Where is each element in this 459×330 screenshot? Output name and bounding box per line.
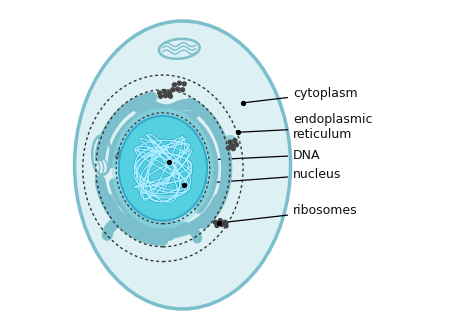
Circle shape xyxy=(117,153,120,157)
Circle shape xyxy=(218,219,222,223)
Circle shape xyxy=(229,144,233,147)
Ellipse shape xyxy=(158,39,199,59)
Circle shape xyxy=(175,87,179,91)
Ellipse shape xyxy=(74,21,290,309)
Circle shape xyxy=(158,94,162,98)
Text: cytoplasm: cytoplasm xyxy=(245,86,357,103)
Text: endoplasmic
reticulum: endoplasmic reticulum xyxy=(241,114,372,141)
Circle shape xyxy=(115,155,119,159)
Text: DNA: DNA xyxy=(172,149,320,162)
Circle shape xyxy=(223,220,227,224)
Circle shape xyxy=(222,135,237,149)
Circle shape xyxy=(182,82,186,86)
Circle shape xyxy=(167,91,171,95)
Circle shape xyxy=(177,81,181,85)
Ellipse shape xyxy=(112,108,213,228)
Circle shape xyxy=(118,150,122,154)
Circle shape xyxy=(232,139,236,143)
Circle shape xyxy=(172,83,176,87)
Circle shape xyxy=(170,88,174,92)
Circle shape xyxy=(163,94,167,98)
Circle shape xyxy=(120,155,124,159)
Circle shape xyxy=(168,94,172,98)
Circle shape xyxy=(106,194,121,208)
Circle shape xyxy=(224,224,228,228)
Circle shape xyxy=(226,146,230,150)
Circle shape xyxy=(214,223,218,227)
Circle shape xyxy=(228,140,231,144)
Circle shape xyxy=(231,147,235,150)
Circle shape xyxy=(162,89,166,93)
Circle shape xyxy=(219,223,223,226)
Circle shape xyxy=(122,151,125,155)
Text: ribosomes: ribosomes xyxy=(222,204,357,223)
Text: nucleus: nucleus xyxy=(186,168,341,184)
Circle shape xyxy=(180,88,184,92)
Circle shape xyxy=(213,220,217,224)
Circle shape xyxy=(157,91,161,95)
Ellipse shape xyxy=(118,116,207,221)
Circle shape xyxy=(234,143,238,147)
Ellipse shape xyxy=(92,136,111,175)
